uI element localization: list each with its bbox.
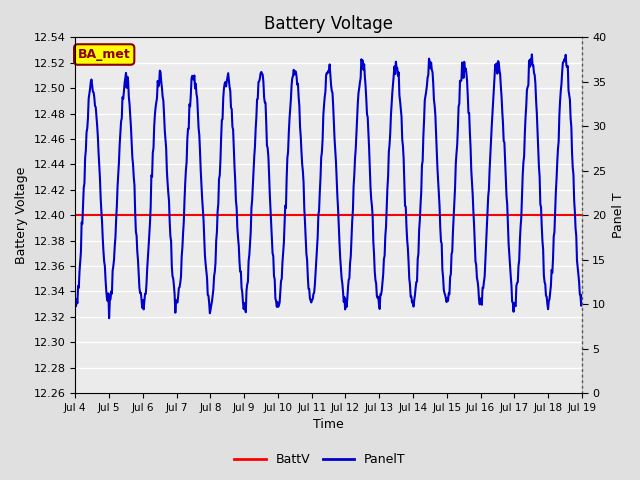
X-axis label: Time: Time xyxy=(313,419,344,432)
Y-axis label: Panel T: Panel T xyxy=(612,192,625,238)
Y-axis label: Battery Voltage: Battery Voltage xyxy=(15,167,28,264)
Legend: BattV, PanelT: BattV, PanelT xyxy=(229,448,411,471)
Title: Battery Voltage: Battery Voltage xyxy=(264,15,393,33)
Text: BA_met: BA_met xyxy=(78,48,131,61)
